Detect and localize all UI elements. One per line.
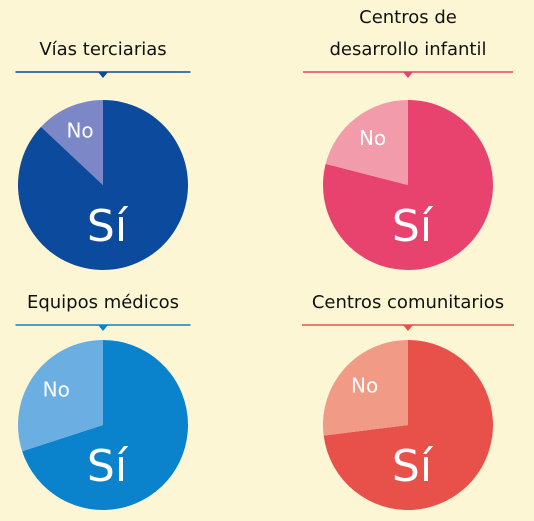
pie-slice bbox=[17, 100, 189, 271]
slice-label: No bbox=[351, 373, 378, 397]
pie-slice bbox=[325, 100, 408, 185]
pie-slice bbox=[17, 340, 104, 452]
title-pointer bbox=[403, 72, 413, 78]
slice-label: No bbox=[43, 378, 70, 402]
chart-title-text: Centros de desarrollo infantil bbox=[329, 7, 487, 60]
slice-label: No bbox=[66, 118, 93, 142]
slice-label: Sí bbox=[392, 201, 434, 252]
chart-title: Centros comunitarios bbox=[278, 287, 534, 319]
pie-slice bbox=[323, 340, 408, 436]
slice-label: No bbox=[359, 126, 386, 150]
title-pointer bbox=[98, 325, 108, 331]
title-pointer bbox=[403, 325, 413, 331]
chart-title-text: Vías terciarias bbox=[39, 39, 167, 60]
chart-title-text: Equipos médicos bbox=[26, 292, 180, 313]
chart-title: Vías terciarias bbox=[0, 34, 233, 66]
chart-title: Centros de desarrollo infantil bbox=[278, 2, 534, 66]
title-pointer bbox=[98, 72, 108, 78]
chart-title-text: Centros comunitarios bbox=[311, 292, 505, 313]
pie-slice bbox=[22, 340, 188, 510]
pie-slice bbox=[323, 340, 493, 511]
slice-label: Sí bbox=[87, 201, 129, 252]
pie-slice bbox=[41, 100, 103, 185]
chart-title: Equipos médicos bbox=[0, 287, 233, 319]
slice-label: Sí bbox=[392, 441, 434, 492]
slice-label: Sí bbox=[87, 441, 129, 492]
